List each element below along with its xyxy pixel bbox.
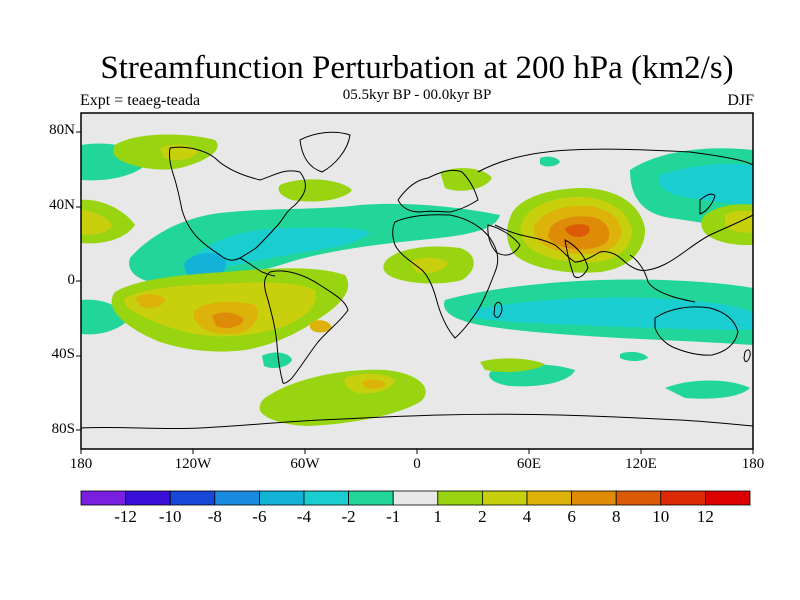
contour-pos-africa-inner	[410, 257, 448, 274]
lon-tick-label: 60W	[290, 456, 320, 472]
colorbar	[80, 490, 751, 506]
colorbar-box	[303, 490, 349, 506]
lon-tick-label: 180	[741, 456, 765, 472]
colorbar-box	[169, 490, 216, 506]
colorbar-box	[660, 490, 706, 506]
colorbar-label: 8	[611, 507, 621, 526]
colorbar-box	[571, 490, 617, 506]
arabia-outline	[487, 224, 521, 256]
season-label: DJF	[727, 92, 754, 109]
figure-title: Streamfunction Perturbation at 200 hPa (…	[100, 50, 734, 86]
india-outline	[564, 239, 589, 279]
australia-outline	[654, 306, 739, 356]
lat-tick-label: 80S	[51, 421, 75, 437]
antarctica-outline	[81, 413, 753, 430]
lon-tick-label: 0	[413, 456, 421, 472]
contour-fill-layer	[81, 134, 753, 426]
north-america-outline	[169, 146, 306, 261]
colorbar-box	[481, 490, 528, 506]
colorbar-box	[214, 490, 260, 506]
lat-tick-label: 80N	[49, 122, 75, 138]
colorbar-box	[125, 490, 171, 506]
colorbar-label: -12	[114, 507, 137, 526]
contour-pos-europe	[440, 168, 492, 191]
colorbar-box	[437, 490, 483, 506]
colorbar-label: 12	[696, 507, 714, 526]
contour-pos-north-pacific-inner	[81, 210, 112, 235]
europe-outline	[397, 169, 479, 213]
contour-pos-asia-5	[565, 224, 590, 237]
lat-tick-label: 40S	[51, 346, 75, 362]
colorbar-box	[705, 490, 751, 506]
south-america-outline	[264, 270, 349, 384]
contour-pos-south-america-small	[310, 320, 332, 333]
contour-neg-small-1	[262, 352, 292, 368]
contour-neg-south-pacific-east	[665, 380, 750, 399]
axis-ticks	[76, 131, 754, 454]
colorbar-box	[615, 490, 662, 506]
colorbar-label: 1	[433, 507, 443, 526]
lat-tick-label: 0	[67, 272, 76, 288]
colorbar-box	[80, 490, 126, 506]
colorbar-box	[348, 490, 394, 506]
japan-outline	[699, 193, 716, 215]
lon-tick-label: 180	[69, 456, 93, 472]
colorbar-label: 2	[478, 507, 487, 526]
colorbar-label: 10	[652, 507, 670, 526]
lon-tick-label: 60E	[516, 456, 542, 472]
lat-tick-label: 40N	[49, 197, 75, 213]
colorbar-label: -4	[296, 507, 312, 526]
contour-pos-central-pacific	[135, 294, 165, 308]
new-zealand-outline	[743, 349, 751, 363]
colorbar-label: -1	[386, 507, 401, 526]
contour-neg-indian-inner	[470, 297, 753, 330]
experiment-label: Expt = teaeg-teada	[80, 92, 201, 109]
colorbar-box	[526, 490, 572, 506]
contour-pos-south-pacific-4	[212, 312, 244, 328]
contour-neg-small-3	[620, 351, 648, 361]
colorbar-label: -10	[158, 507, 182, 526]
madagascar-outline	[493, 301, 503, 318]
coastlines	[81, 131, 753, 430]
contour-neg-small-2	[540, 156, 560, 167]
lon-tick-label: 120E	[625, 456, 657, 472]
colorbar-label: 4	[522, 507, 532, 526]
contour-pos-south-indian	[480, 358, 545, 372]
colorbar-label: -2	[341, 507, 356, 526]
central-america-outline	[239, 257, 276, 277]
colorbar-box	[258, 490, 305, 506]
contour-pos-north-atlantic	[278, 179, 352, 202]
colorbar-label: -6	[252, 507, 267, 526]
colorbar-label: -8	[207, 507, 222, 526]
lon-tick-label: 120W	[174, 456, 212, 472]
colorbar-label: 6	[567, 507, 576, 526]
period-label: 05.5kyr BP - 00.0kyr BP	[342, 87, 492, 103]
greenland-outline	[299, 131, 351, 173]
africa-outline	[392, 214, 499, 339]
colorbar-box	[392, 490, 439, 506]
contour-pos-southern-ocean-core	[362, 379, 386, 389]
contour-neg-east-asia-inner	[658, 163, 753, 205]
southeast-asia-outline	[629, 254, 696, 303]
asia-outline	[477, 148, 753, 271]
